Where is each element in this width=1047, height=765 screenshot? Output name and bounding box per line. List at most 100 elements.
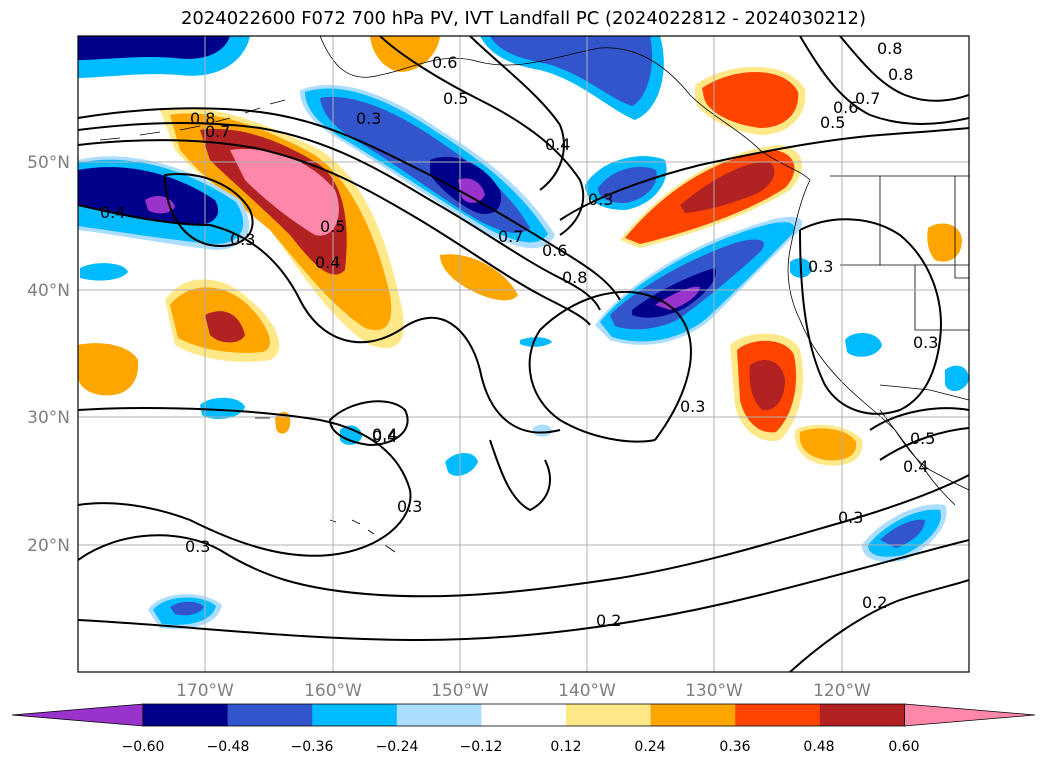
contour-line	[489, 439, 551, 512]
positive-region-bc-red	[680, 161, 775, 213]
contour-line	[163, 173, 254, 247]
contour-label: 0.3	[588, 190, 613, 209]
colorbar-tick-label: −0.60	[122, 739, 165, 755]
positive-region-edge	[78, 343, 139, 396]
colorbar-tick-label: 0.24	[634, 739, 665, 755]
colorbar-segment	[143, 704, 229, 726]
contour-label: 0.4	[903, 457, 928, 476]
colorbar-extend-min	[11, 703, 144, 727]
contour-label: 0.3	[185, 537, 210, 556]
lon-label-120w: 120°W	[813, 681, 871, 701]
contour-line	[78, 107, 621, 301]
negative-region-135w-navy	[632, 268, 716, 318]
lon-label-140w: 140°W	[558, 681, 616, 701]
map-frame	[77, 35, 970, 673]
colorbar-segment	[481, 704, 567, 726]
alaska-coast	[319, 36, 811, 181]
positive-region-west-red	[205, 311, 245, 343]
contour-label: 0.5	[443, 89, 468, 108]
contour-label: 0.4	[545, 135, 570, 154]
contour-line	[78, 204, 561, 434]
map-title: 2024022600 F072 700 hPa PV, IVT Landfall…	[180, 8, 867, 29]
negative-blob-1	[200, 397, 245, 419]
contour-label: 0.7	[205, 122, 230, 141]
colorbar-ticklabels: −0.60 −0.48 −0.36 −0.24 −0.12 0.12 0.24 …	[122, 739, 920, 755]
lat-label-30n: 30°N	[27, 408, 70, 428]
lon-label-170w: 170°W	[176, 681, 234, 701]
contour-line	[839, 36, 969, 102]
colorbar-tick-label: −0.24	[376, 739, 419, 755]
contour-label: 0.3	[680, 397, 705, 416]
positive-region-ne	[927, 223, 962, 262]
colorbar-segments	[11, 703, 1036, 727]
contour-label: 0.4	[100, 203, 125, 222]
us-mexico-border	[879, 384, 969, 401]
negative-region-15n-royal	[170, 601, 204, 616]
colorbar-tick-label: −0.12	[460, 739, 503, 755]
contour-line	[799, 218, 942, 415]
contour-label: 0.4	[315, 253, 340, 272]
negative-region-sub-royal	[880, 519, 925, 548]
negative-region-top-navy	[78, 36, 230, 60]
colorbar-segment	[650, 704, 736, 726]
us-state-line-4	[914, 265, 969, 331]
baja-coast	[879, 409, 956, 506]
contour-label: 0.2	[862, 593, 887, 612]
contour-label: 0.4	[372, 427, 397, 446]
colorbar-segment	[396, 704, 482, 726]
negative-blob-8	[520, 337, 552, 347]
colorbar-tick-label: −0.36	[291, 739, 334, 755]
contour-line	[799, 36, 969, 125]
colorbar-tick-label: 0.12	[550, 739, 581, 755]
contour-line	[559, 127, 969, 221]
contour-label: 0.6	[833, 98, 858, 117]
contour-line	[78, 407, 412, 557]
contour-line	[78, 474, 969, 598]
contour-labels: 0.8 0.7 0.6 0.5 0.4 0.3 0.3 0.4 0.5 0.4 …	[100, 39, 938, 630]
longitude-labels: 170°W 160°W 150°W 140°W 130°W 120°W	[176, 681, 871, 701]
contour-label: 0.2	[596, 611, 621, 630]
contour-label: 0.8	[190, 109, 215, 128]
contour-label: 0.7	[498, 227, 523, 246]
contour-line	[789, 579, 969, 672]
bc-coast	[787, 179, 969, 491]
contour-label: 0.5	[820, 113, 845, 132]
contour-line	[879, 427, 969, 461]
colorbar-frame	[142, 703, 905, 727]
lon-label-150w: 150°W	[431, 681, 489, 701]
colorbar-tick-label: 0.60	[888, 739, 919, 755]
contour-label: 0.8	[562, 268, 587, 287]
contour-label: 0.3	[230, 230, 255, 249]
contour-line	[78, 139, 591, 326]
contour-line	[469, 36, 565, 191]
colorbar-tick-label: −0.48	[207, 739, 250, 755]
positive-region-panhandle-orange	[702, 71, 799, 128]
contour-line	[869, 407, 969, 431]
negative-region-topcenter-royal	[490, 36, 652, 106]
negative-blob-3	[445, 453, 478, 476]
coastlines	[99, 36, 969, 553]
contour-line	[78, 121, 601, 311]
latitude-labels: 50°N 40°N 30°N 20°N	[27, 153, 70, 556]
pv-contours	[78, 36, 969, 672]
negative-blob-4	[845, 333, 882, 357]
colorbar-segment	[227, 704, 313, 726]
colorbar-segment	[819, 704, 905, 726]
positive-region-ca-red	[749, 360, 785, 411]
contour-label: 0.6	[432, 53, 457, 72]
contour-label: 0.6	[542, 241, 567, 260]
colorbar-extend-max	[904, 703, 1036, 727]
positive-region-gulf-pink	[230, 149, 339, 236]
contour-label: 0.3	[838, 508, 863, 527]
contour-label: 0.3	[913, 333, 938, 352]
contour-label: 0.3	[356, 109, 381, 128]
aleutians	[99, 99, 286, 141]
lat-label-20n: 20°N	[27, 536, 70, 556]
contour-line	[78, 539, 969, 642]
contour-label: 0.5	[320, 217, 345, 236]
contour-label: 0.3	[808, 257, 833, 276]
colorbar-segment	[735, 704, 821, 726]
lat-label-50n: 50°N	[27, 153, 70, 173]
colorbar: −0.60 −0.48 −0.36 −0.24 −0.12 0.12 0.24 …	[11, 703, 1036, 755]
map-panel: 0.8 0.7 0.6 0.5 0.4 0.3 0.3 0.4 0.5 0.4 …	[77, 35, 970, 673]
